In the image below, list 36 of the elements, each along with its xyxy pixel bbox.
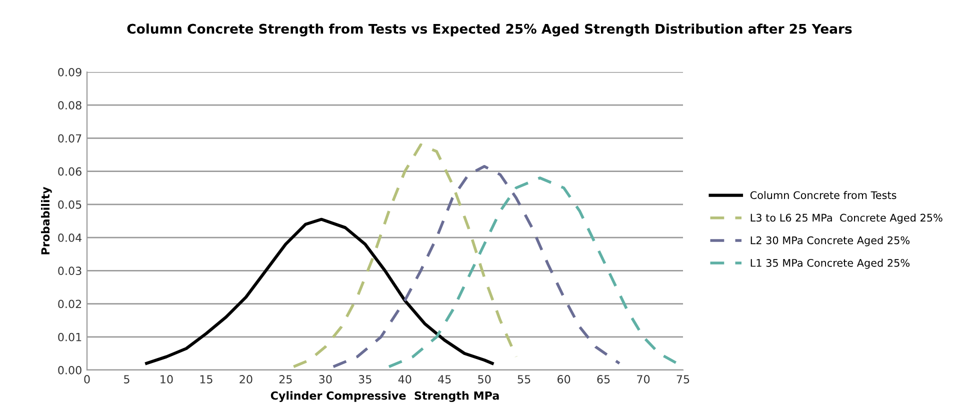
y-tick-label: 0.05 — [58, 200, 82, 209]
x-tick-label: 0 — [84, 375, 90, 384]
legend-label: L1 35 MPa Concrete Aged 25% — [750, 258, 910, 269]
y-tick-label: 0.08 — [58, 101, 82, 110]
x-tick-label: 65 — [597, 375, 610, 384]
y-tick-label: 0.02 — [58, 300, 82, 308]
y-tick-label: 0.09 — [58, 68, 82, 76]
x-tick-label: 25 — [279, 375, 292, 384]
y-tick-label: 0.00 — [58, 366, 82, 374]
x-tick-label: 20 — [240, 375, 252, 384]
x-tick-label: 60 — [558, 375, 570, 384]
x-tick-label: 45 — [438, 375, 451, 384]
y-tick-label: 0.06 — [58, 167, 82, 176]
legend-label: Column Concrete from Tests — [750, 191, 896, 200]
legend-label: L2 30 MPa Concrete Aged 25% — [750, 236, 910, 246]
x-tick-label: 30 — [319, 375, 332, 384]
x-tick-label: 15 — [200, 375, 212, 384]
x-tick-label: 70 — [637, 375, 650, 384]
x-tick-label: 55 — [518, 375, 530, 384]
y-tick-label: 0.01 — [58, 332, 82, 342]
x-tick-label: 35 — [358, 375, 372, 384]
chart-title: Column Concrete Strength from Tests vs Expected 25% Aged Strength Distribution after 25 Years — [127, 24, 852, 36]
line-series — [332, 164, 621, 368]
x-tick-label: 5 — [124, 375, 130, 384]
y-tick-label: 0.04 — [58, 234, 82, 242]
y-tick-label: 0.07 — [58, 134, 82, 143]
y-tick-label: 0.03 — [58, 266, 82, 276]
line-series — [292, 143, 518, 368]
line-series — [145, 218, 494, 365]
x-axis-title: Cylinder Compressive Strength MPa — [270, 391, 499, 402]
x-tick-label: 50 — [478, 375, 491, 384]
x-tick-label: 10 — [160, 375, 173, 384]
legend-label: L3 to L6 25 MPa Concrete Aged 25% — [750, 214, 942, 224]
x-tick-label: 75 — [676, 375, 690, 384]
x-tick-label: 40 — [398, 375, 412, 384]
y-axis-title: Probability — [41, 186, 52, 254]
